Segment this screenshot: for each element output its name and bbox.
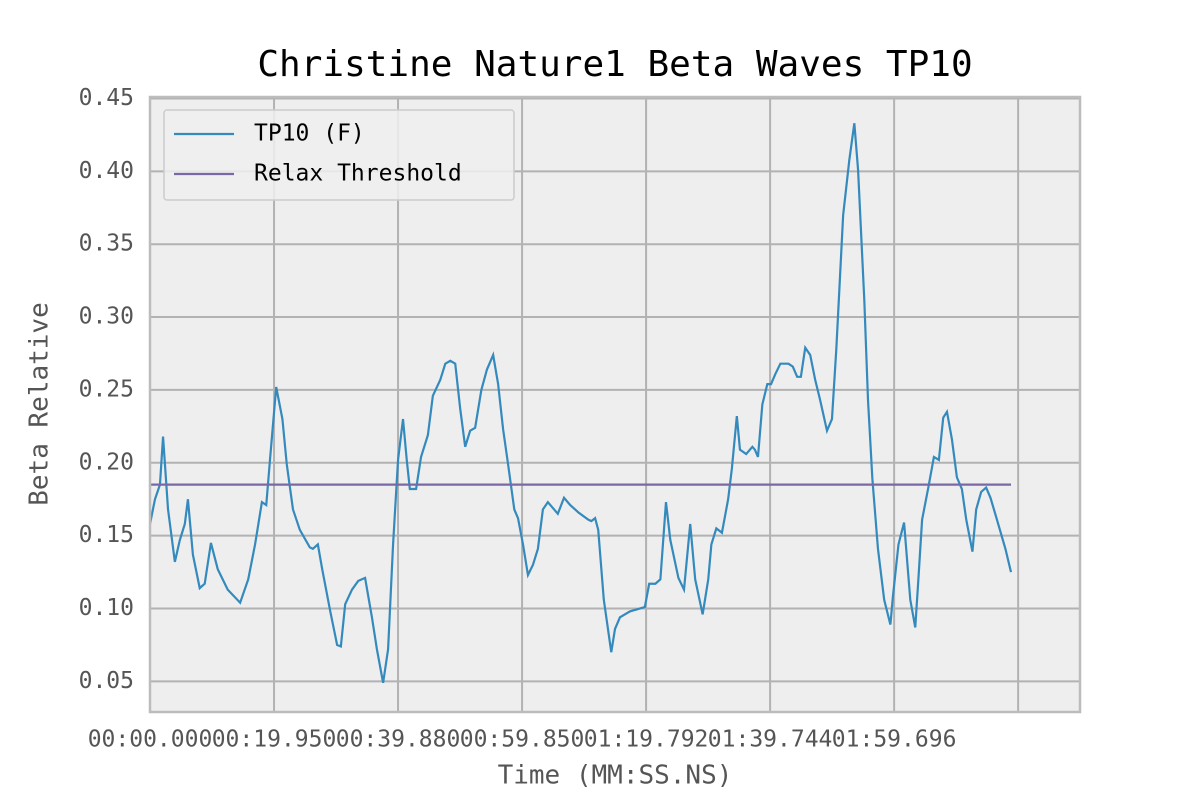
y-tick-label: 0.05 [79,668,134,694]
x-tick-label: 01:59.696 [832,727,957,753]
y-tick-label: 0.35 [79,231,134,257]
y-tick-label: 0.30 [79,304,134,330]
x-tick-label: 01:19.792 [584,727,709,753]
x-tick-label: 00:00.000 [88,727,213,753]
x-axis-label: Time (MM:SS.NS) [498,761,733,791]
y-tick-label: 0.15 [79,522,134,548]
chart-title: Christine Nature1 Beta Waves TP10 [257,44,972,85]
legend-label: TP10 (F) [254,121,365,147]
plot-frame [148,95,1082,714]
x-tick-label: 00:19.950 [212,727,337,753]
x-tick-label: 01:39.744 [708,727,833,753]
y-tick-label: 0.20 [79,449,134,475]
y-tick-label: 0.25 [79,376,134,402]
x-tick-label: 00:59.850 [460,727,585,753]
y-tick-label: 0.45 [79,85,134,111]
y-axis-label: Beta Relative [25,302,55,506]
x-tick-label: 00:39.880 [336,727,461,753]
marks [148,123,1013,684]
y-tick-label: 0.40 [79,158,134,184]
data-line [148,123,1013,684]
legend-box [163,109,515,201]
legend: TP10 (F) Relax Threshold [163,109,515,201]
legend-label: Relax Threshold [254,161,462,187]
y-tick-label: 0.10 [79,595,134,621]
